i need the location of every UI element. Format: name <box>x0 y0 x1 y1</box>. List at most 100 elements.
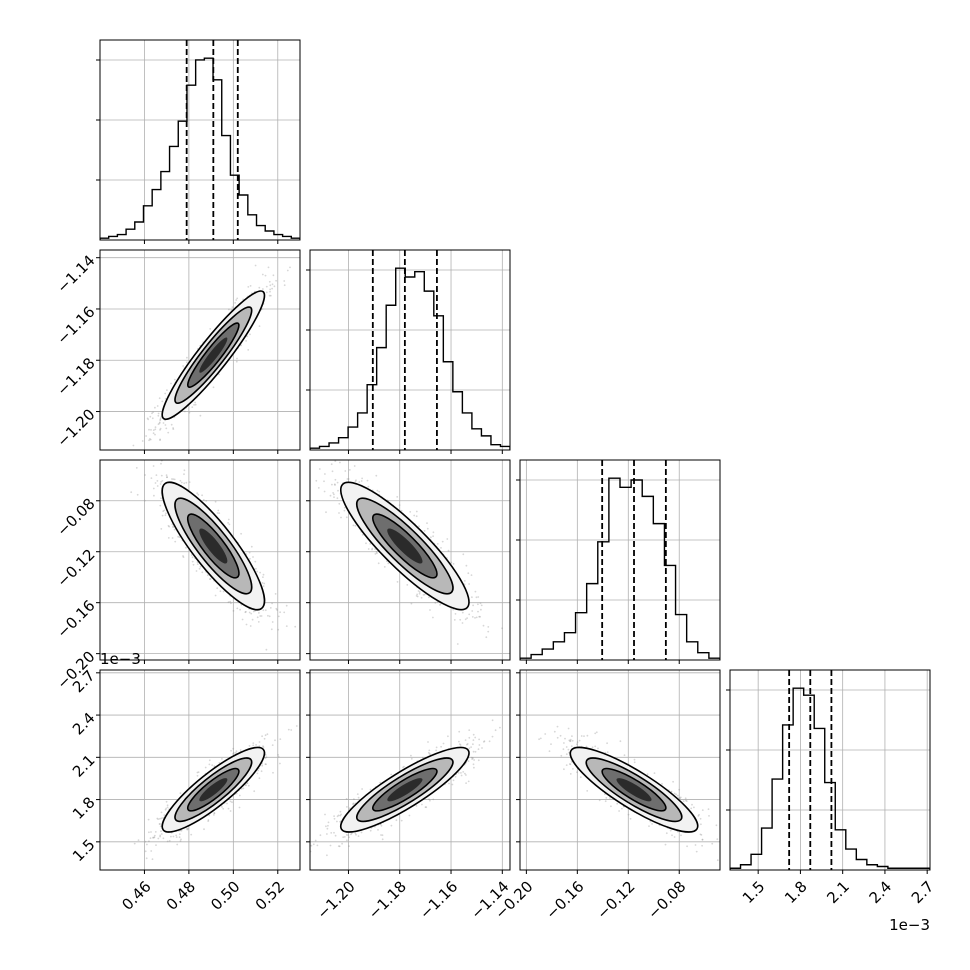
sample-point <box>209 578 211 580</box>
sample-point <box>332 492 334 494</box>
sample-point <box>160 817 163 820</box>
panel-frame <box>309 249 511 451</box>
sample-point <box>318 468 321 470</box>
sample-point <box>440 745 442 748</box>
sample-point <box>120 871 122 873</box>
sample-point <box>457 772 460 774</box>
sample-point <box>271 287 273 290</box>
sample-point <box>144 840 147 843</box>
sample-point <box>474 736 477 739</box>
sample-point <box>222 807 225 810</box>
sample-point <box>235 360 238 363</box>
sample-point <box>247 784 250 787</box>
sample-point <box>353 465 356 467</box>
sample-point <box>242 787 245 790</box>
sample-point <box>427 741 429 743</box>
sample-point <box>154 433 156 436</box>
sample-point <box>226 802 228 805</box>
sample-point <box>269 288 271 291</box>
sample-point <box>417 590 420 592</box>
sample-point <box>204 766 207 769</box>
sample-point <box>439 604 441 606</box>
sample-point <box>216 587 219 590</box>
sample-point <box>191 556 194 559</box>
sample-point <box>304 846 306 848</box>
sample-point <box>480 604 483 607</box>
sample-point <box>468 747 471 750</box>
sample-point <box>208 763 211 766</box>
sample-point <box>261 582 264 584</box>
sample-point <box>264 754 267 756</box>
sample-point <box>348 807 351 810</box>
sample-point <box>240 532 243 535</box>
sample-point <box>154 482 157 484</box>
sample-point <box>227 522 230 524</box>
sample-point <box>347 478 350 480</box>
sample-point <box>478 615 481 618</box>
sample-point <box>235 792 238 795</box>
sample-point <box>254 560 257 563</box>
sample-point <box>154 428 157 431</box>
sample-point <box>137 839 140 841</box>
sample-point <box>146 417 149 420</box>
sample-point <box>245 340 248 342</box>
sample-point <box>333 817 336 820</box>
sample-point <box>474 617 476 619</box>
sample-point <box>179 479 182 482</box>
sample-point <box>458 730 461 733</box>
sample-point <box>172 428 175 430</box>
sample-point <box>186 828 189 831</box>
sample-point <box>143 499 146 502</box>
sample-point <box>454 613 457 615</box>
sample-point <box>325 511 327 514</box>
sample-point <box>196 563 199 565</box>
sample-point <box>213 812 216 814</box>
sample-point <box>468 583 470 585</box>
sample-point <box>252 744 255 747</box>
sample-point <box>152 429 155 431</box>
sample-point <box>283 611 286 614</box>
sample-point <box>420 596 423 599</box>
sample-point <box>160 481 163 483</box>
sample-point <box>196 774 199 777</box>
sample-point <box>471 596 473 599</box>
sample-point <box>263 737 266 740</box>
sample-point <box>466 617 468 619</box>
sample-point <box>252 556 254 558</box>
sample-point <box>229 600 232 603</box>
sample-point <box>461 611 464 614</box>
sample-point <box>428 752 431 755</box>
sample-point <box>348 845 350 847</box>
sample-point <box>277 628 280 631</box>
sample-point <box>264 734 267 737</box>
sample-point <box>154 426 157 429</box>
sample-point <box>168 525 171 528</box>
sample-point <box>172 478 175 480</box>
sample-point <box>428 749 431 752</box>
panel-frame <box>99 459 301 661</box>
sample-point <box>132 444 135 447</box>
sample-point <box>261 273 264 276</box>
sample-point <box>265 648 268 651</box>
sample-point <box>160 497 163 500</box>
sample-point <box>265 291 268 294</box>
x-tick-label: 0.52 <box>252 878 288 914</box>
sample-point <box>339 820 341 823</box>
sample-point <box>188 481 191 483</box>
histogram-step <box>100 57 300 240</box>
sample-point <box>467 780 470 783</box>
sample-point <box>240 344 242 347</box>
sample-point <box>459 618 462 621</box>
sample-point <box>133 842 136 845</box>
sample-point <box>271 621 274 623</box>
sample-point <box>338 512 340 514</box>
sample-point <box>470 756 473 759</box>
sample-point <box>360 831 363 834</box>
sample-point <box>159 427 162 430</box>
sample-point <box>263 582 266 585</box>
sample-point <box>245 623 248 626</box>
sample-point <box>472 743 474 746</box>
sample-point <box>434 601 437 604</box>
y-tick-label: −1.18 <box>53 354 98 399</box>
sample-point <box>283 284 286 287</box>
